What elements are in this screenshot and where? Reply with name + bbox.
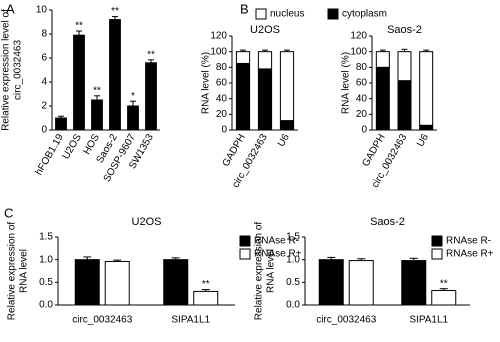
bar [74, 259, 100, 306]
y-tick-label: 8 [41, 29, 47, 40]
bar [257, 68, 273, 131]
legend-label: RNAse R- [254, 236, 299, 247]
significance: ** [93, 85, 101, 96]
bar [348, 260, 374, 306]
legend-swatch [431, 248, 443, 260]
legend-label: RNAse R- [446, 236, 491, 247]
y-tick-label: 1.5 [286, 232, 300, 243]
y-tick-label: 0 [41, 125, 47, 136]
y-tick-label: 0 [361, 125, 367, 136]
significance: ** [75, 21, 83, 32]
y-tick-label: 0 [221, 125, 227, 136]
significance: ** [111, 6, 119, 17]
significance: ** [202, 279, 210, 290]
bar [401, 260, 427, 306]
legend-swatch [431, 235, 443, 247]
significance: ** [147, 49, 155, 60]
y-tick-label: 4 [41, 77, 47, 88]
bar [431, 289, 457, 306]
y-tick-label: 120 [210, 31, 227, 42]
legend-swatch [239, 235, 251, 247]
bar [375, 66, 390, 131]
y-tick-label: 0.0 [286, 300, 300, 311]
bar [419, 124, 434, 131]
legend-label: nucleus [270, 9, 304, 20]
x-tick-label: SIPA1L1 [409, 315, 448, 326]
y-tick-label: 0.0 [39, 300, 53, 311]
y-tick-label: 2 [41, 101, 47, 112]
x-tick-label: circ_0032463 [72, 315, 132, 326]
x-tick-label: U2OS [61, 132, 84, 161]
chart-title: U2OS [250, 24, 280, 36]
y-tick-label: 80 [216, 62, 228, 73]
bar [235, 51, 251, 64]
panel-label: B [240, 1, 249, 16]
y-tick-label: 100 [210, 46, 227, 57]
x-tick-label: circ_0032463 [316, 315, 376, 326]
panel-label: A [6, 1, 15, 16]
legend-label: RNAse R+ [254, 249, 302, 260]
x-tick-label: SIPA1L1 [171, 315, 210, 326]
y-tick-label: 80 [356, 62, 368, 73]
bar [127, 105, 139, 131]
y-axis-label: RNA level (%) [201, 52, 212, 114]
legend-swatch [239, 248, 251, 260]
y-axis-label: circ_0032463 [13, 40, 24, 100]
y-axis-label: RNA level [266, 249, 277, 293]
y-axis-label: RNA level (%) [341, 52, 352, 114]
chart-title: U2OS [132, 216, 162, 228]
legend-label: cytoplasm [342, 9, 387, 20]
chart-title: Saos-2 [370, 216, 405, 228]
y-tick-label: 6 [41, 53, 47, 64]
chart-title: Saos-2 [387, 24, 422, 36]
y-tick-label: 100 [350, 46, 367, 57]
bar [104, 260, 130, 306]
y-tick-label: 60 [216, 78, 228, 89]
significance: ** [440, 278, 448, 289]
bar [397, 51, 412, 82]
y-tick-label: 60 [356, 78, 368, 89]
bar [279, 51, 295, 122]
bar [419, 51, 434, 126]
y-tick-label: 40 [216, 93, 228, 104]
y-tick-label: 40 [356, 93, 368, 104]
legend-swatch [255, 8, 267, 20]
y-tick-label: 10 [36, 5, 48, 16]
bar [279, 120, 295, 131]
y-tick-label: 120 [350, 31, 367, 42]
legend-swatch [327, 8, 339, 20]
bar [235, 62, 251, 131]
y-tick-label: 1.0 [286, 254, 300, 265]
bar [375, 51, 390, 68]
y-tick-label: 0.5 [39, 277, 53, 288]
legend-label: RNAse R+ [446, 249, 494, 260]
y-axis-label: RNA level [19, 249, 30, 293]
bar [318, 259, 344, 306]
bar [163, 259, 189, 306]
y-axis-label: Relative expression of [254, 222, 265, 321]
significance: * [131, 91, 135, 102]
bar [397, 80, 412, 131]
y-axis-label: Relative expression level of [1, 9, 12, 131]
y-tick-label: 20 [356, 109, 368, 120]
y-tick-label: 1.5 [39, 232, 53, 243]
y-axis-label: Relative expression of [7, 222, 18, 321]
x-tick-label: U6 [415, 132, 431, 149]
x-tick-label: U6 [276, 132, 292, 149]
bar [91, 99, 103, 131]
bar [55, 117, 67, 131]
bar [145, 62, 157, 131]
panel-label: C [4, 205, 13, 220]
bar [193, 290, 219, 306]
bar [109, 19, 121, 131]
y-tick-label: 1.0 [39, 254, 53, 265]
bar [257, 51, 273, 70]
y-tick-label: 0.5 [286, 277, 300, 288]
y-tick-label: 20 [216, 109, 228, 120]
bar [73, 34, 85, 131]
